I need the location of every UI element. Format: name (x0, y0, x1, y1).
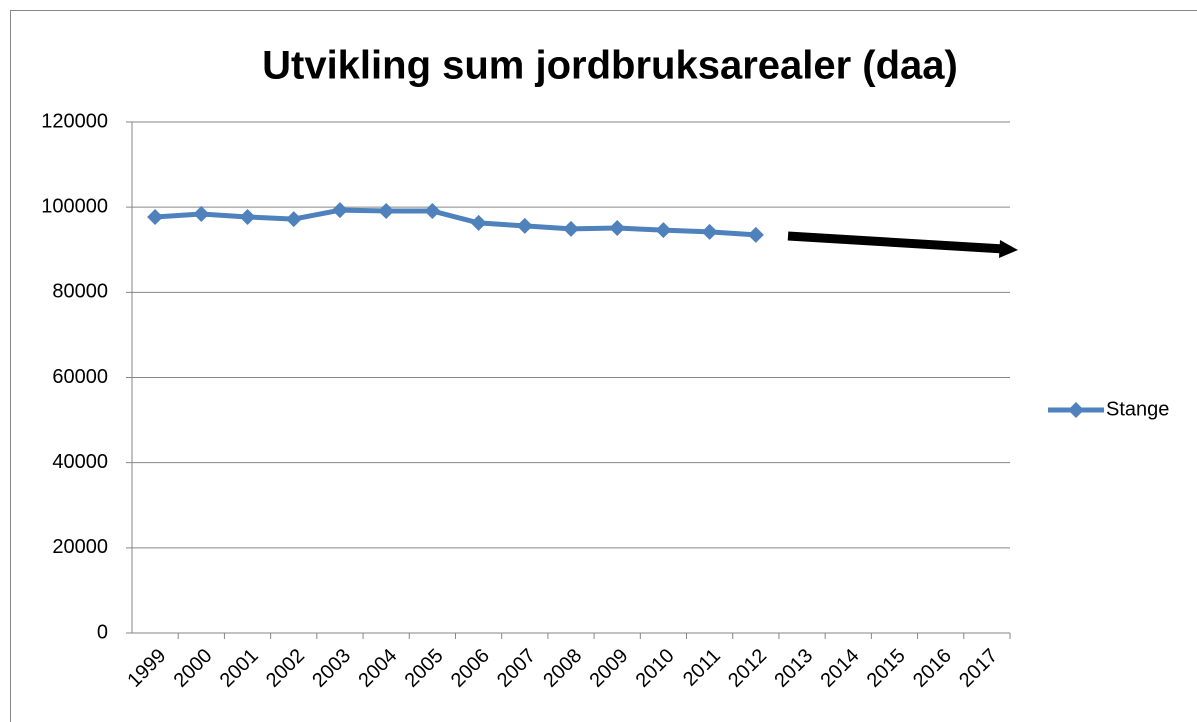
marker (470, 214, 487, 231)
marker (239, 208, 256, 225)
marker (193, 205, 210, 222)
marker (701, 223, 718, 240)
y-tick-label: 60000 (52, 366, 108, 388)
chart-title: Utvikling sum jordbruksarealer (daa) (262, 44, 958, 88)
legend-label: Stange (1106, 398, 1169, 420)
marker (285, 211, 302, 228)
marker (516, 217, 533, 234)
marker (378, 202, 395, 219)
marker (609, 220, 626, 237)
line (154, 207, 757, 238)
marker (147, 208, 164, 225)
y-tick-label: 120000 (41, 110, 108, 132)
marker (424, 202, 441, 219)
trend-arrow (787, 231, 1018, 258)
marker (655, 222, 672, 239)
legend-marker (1068, 402, 1084, 418)
y-tick-label: 100000 (41, 195, 108, 217)
chart-frame (10, 10, 1197, 722)
marker (331, 202, 348, 219)
y-tick-label: 20000 (52, 536, 108, 558)
marker (747, 226, 764, 243)
y-tick-label: 40000 (52, 451, 108, 473)
y-tick-label: 0 (97, 621, 108, 643)
marker (563, 220, 579, 237)
y-tick-label: 80000 (52, 281, 108, 303)
